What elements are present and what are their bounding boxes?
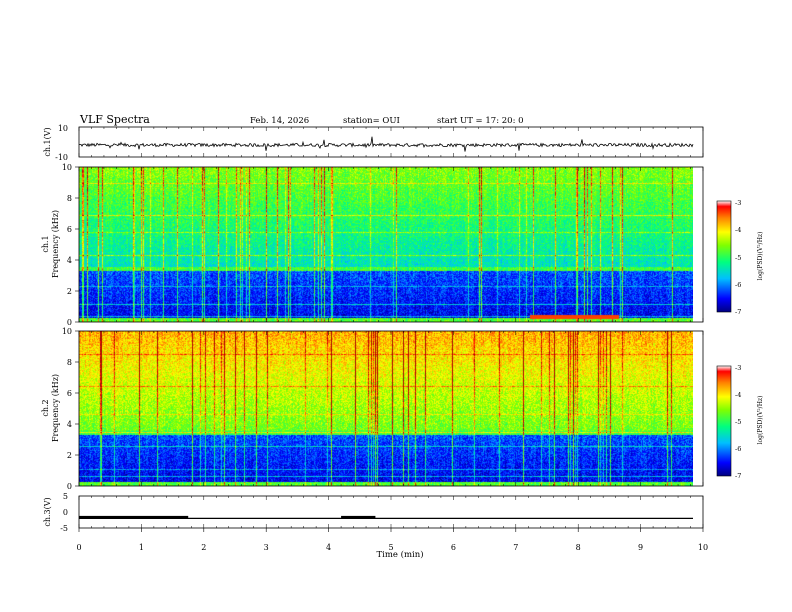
x-tick-label: 9 [638,543,643,552]
ch1-waveform-ylabel: ch.1(V) [43,127,52,156]
x-tick-label: 6 [451,543,456,552]
y-tick-label: 2 [67,451,72,460]
ch1-spectrogram-panel: 0 2 4 6 8 10 ch.1 Frequency (kHz) [41,163,704,327]
ch2-ylabel-frequency: Frequency (kHz) [51,374,60,442]
date-label: Feb. 14, 2026 [250,116,309,126]
ch2-spectrogram-image [79,331,693,486]
ch1-colorbar: -3 -4 -5 -6 -7 log(PSD)(V²/Hz) [716,199,764,316]
ch1-cb-tick-m5: -5 [735,254,741,262]
ch1-waveform-line [78,136,694,152]
ch1-colorbar-label: log(PSD)(V²/Hz) [757,232,764,281]
ch3-ylabel: ch.3(V) [43,497,52,526]
ch1-cb-tick-m7: -7 [735,308,741,316]
ch1-frequency-ticks: 0 2 4 6 8 10 [62,163,79,327]
ch1-waveform-panel: 10 -10 ch.1(V) [43,124,704,162]
ch3-signal-trace [79,515,693,520]
x-tick-label: 8 [576,543,581,552]
y-tick-label: 2 [67,287,72,296]
ch1-spectrogram-image [79,167,693,322]
ch2-cb-tick-m7: -7 [735,472,741,480]
ch2-colorbar: -3 -4 -5 -6 -7 log(PSD)(V²/Hz) [716,364,764,480]
ch1-waveform-trace [78,136,694,152]
ch1-ytick-top: 10 [58,124,68,133]
x-tick-label: 3 [264,543,269,552]
ch2-cb-tick-m6: -6 [735,445,741,453]
x-tick-label: 4 [326,543,331,552]
ch1-ylabel-frequency: Frequency (kHz) [51,210,60,278]
ch1-waveform-frame [78,126,704,158]
y-tick-label: 0 [67,318,72,327]
y-tick-label: 8 [67,194,72,203]
time-axis-label: Time (min) [376,549,423,560]
x-tick-label: 5 [388,543,393,552]
y-tick-label: 0 [67,482,72,491]
station-label: station= OUI [343,116,400,126]
ch2-ylabel-channel: ch.2 [41,399,50,416]
ch3-ytick-bottom: -5 [60,524,68,533]
ch3-signal-panel: 5 0 -5 ch.3(V) [43,492,704,533]
y-tick-label: 10 [62,327,72,336]
x-tick-label: 1 [139,543,144,552]
ch1-colorbar-gradient [716,200,732,313]
ch2-frequency-ticks: 0 2 4 6 8 10 [62,327,79,491]
ch1-cb-tick-m6: -6 [735,281,741,289]
x-tick-label: 2 [201,543,206,552]
x-tick-label: 7 [513,543,518,552]
y-tick-label: 4 [67,256,72,265]
x-tick-label: 0 [76,543,81,552]
ch2-cb-tick-m3: -3 [735,364,741,372]
x-tick-label: 10 [698,543,708,552]
y-tick-label: 6 [67,389,72,398]
ch2-cb-tick-m5: -5 [735,418,741,426]
ch2-colorbar-label: log(PSD)(V²/Hz) [757,396,764,445]
ch1-cb-tick-m3: -3 [735,199,741,207]
ch3-active-segment [341,515,376,519]
ch1-ylabel-channel: ch.1 [41,235,50,252]
time-axis: 0 1 2 3 4 5 6 7 8 9 10 [76,127,708,552]
y-tick-label: 6 [67,225,72,234]
ch3-active-segment [79,515,189,519]
y-tick-label: 4 [67,420,72,429]
ch3-ytick-mid: 0 [63,508,68,517]
ch3-signal-frame [78,495,704,529]
ch1-cb-tick-m4: -4 [735,226,741,234]
start-ut-label: start UT = 17: 20: 0 [437,116,524,126]
ch1-ytick-bottom: -10 [55,153,68,162]
figure-title: VLF Spectra [79,113,150,126]
y-tick-label: 8 [67,358,72,367]
ch2-cb-tick-m4: -4 [735,391,741,399]
y-tick-label: 10 [62,163,72,172]
ch3-ytick-top: 5 [63,492,68,501]
ch2-spectrogram-panel: 0 2 4 6 8 10 ch.2 Frequency (kHz) [41,327,704,491]
ch2-colorbar-gradient [716,365,732,477]
